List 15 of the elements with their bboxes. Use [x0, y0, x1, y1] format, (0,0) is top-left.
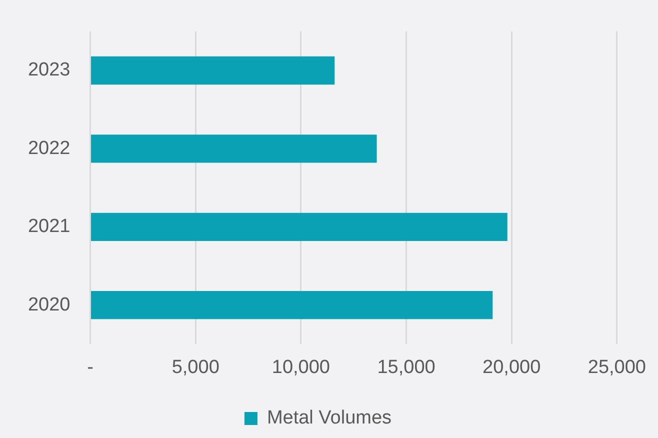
legend-label: Metal Volumes: [266, 408, 392, 429]
y-tick-label: 2021: [28, 216, 70, 238]
bar: [91, 212, 508, 241]
x-tick-label: 10,000: [272, 356, 330, 378]
y-tick-label: 2020: [28, 294, 70, 316]
y-tick-label: 2023: [28, 60, 70, 81]
x-tick-label: 15,000: [377, 356, 436, 378]
y-tick-label: 2022: [28, 138, 70, 159]
bar: [91, 134, 377, 163]
bar: [91, 56, 335, 85]
bar: [91, 291, 493, 320]
x-tick-label: 5,000: [172, 356, 220, 378]
x-tick-label: -: [87, 356, 94, 378]
x-tick-label: 25,000: [588, 356, 646, 378]
x-tick-label: 20,000: [482, 356, 541, 378]
